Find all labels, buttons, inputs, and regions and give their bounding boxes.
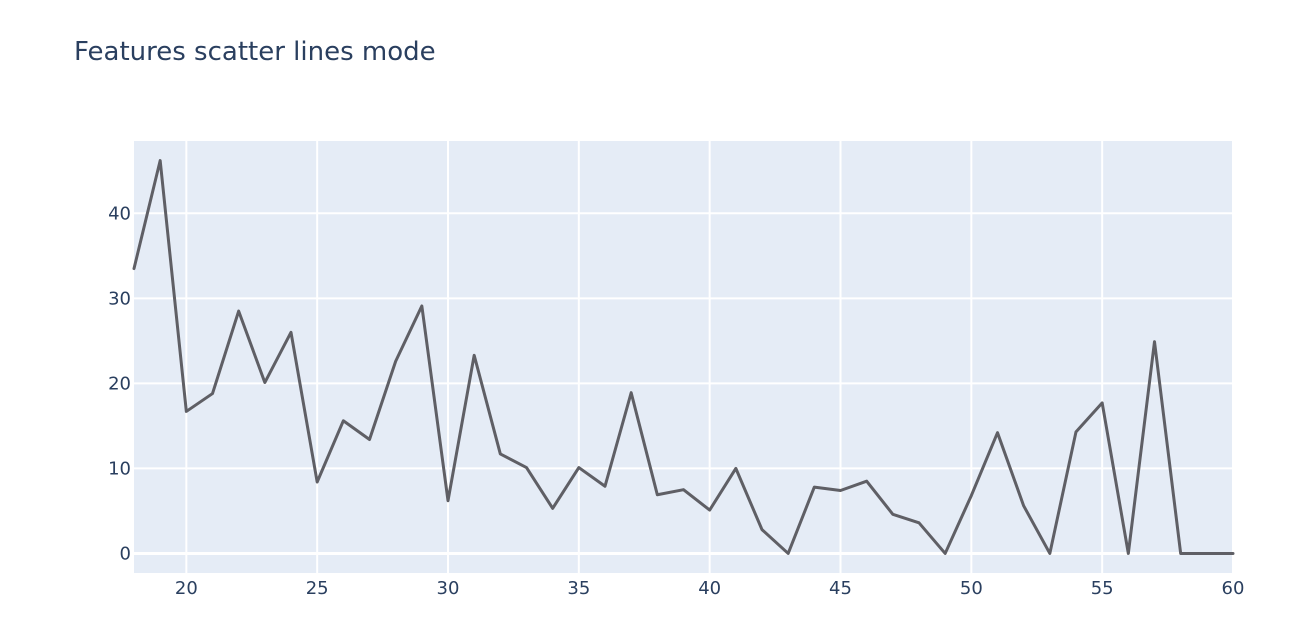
data-point [341,419,345,423]
data-point [786,551,790,555]
data-point [1048,551,1052,555]
data-point [969,494,973,498]
data-point [315,480,319,484]
data-point [865,479,869,483]
data-point [1100,401,1104,405]
data-point [132,267,136,271]
data-point [420,304,424,308]
data-point [368,437,372,441]
y-tick-label: 30 [108,288,131,309]
data-point [289,330,293,334]
data-point [446,499,450,503]
data-point [708,508,712,512]
data-point [1022,504,1026,508]
x-tick-label: 30 [437,578,460,599]
data-point [472,353,476,357]
x-tick-label: 55 [1091,578,1114,599]
y-tick-label: 0 [120,543,131,564]
x-tick-label: 45 [829,578,852,599]
y-tick-label: 40 [108,203,131,224]
data-point [996,431,1000,435]
x-tick-label: 50 [960,578,983,599]
data-point [1126,551,1130,555]
data-point [394,359,398,363]
x-tick-label: 25 [306,578,329,599]
data-point [551,506,555,510]
data-point [629,391,633,395]
data-point [734,466,738,470]
data-point [1153,340,1157,344]
data-point [263,381,267,385]
x-tick-label: 20 [175,578,198,599]
data-point [525,466,529,470]
y-tick-label: 10 [108,458,131,479]
series-line [132,159,1235,555]
y-tick-label: 20 [108,373,131,394]
data-point [839,489,843,493]
tick-labels: 20 25 30 35 40 45 50 55 60 0 10 20 30 40 [108,203,1244,599]
data-point [577,466,581,470]
x-tick-label: 60 [1222,578,1245,599]
data-point [917,521,921,525]
data-point [211,392,215,396]
data-point [760,528,764,532]
data-point [603,484,607,488]
series-layer [132,159,1235,555]
x-tick-label: 35 [567,578,590,599]
data-point [655,493,659,497]
data-point [1074,430,1078,434]
data-point [891,512,895,516]
data-point [158,159,162,163]
data-point [943,551,947,555]
plot-area [134,141,1233,573]
data-point [1179,551,1183,555]
data-point [812,485,816,489]
data-point [184,409,188,413]
x-tick-label: 40 [698,578,721,599]
data-point [1231,551,1235,555]
data-point [682,488,686,492]
data-point [1205,551,1209,555]
chart-title: Features scatter lines mode [74,37,436,67]
data-point [498,452,502,456]
data-point [237,309,241,313]
